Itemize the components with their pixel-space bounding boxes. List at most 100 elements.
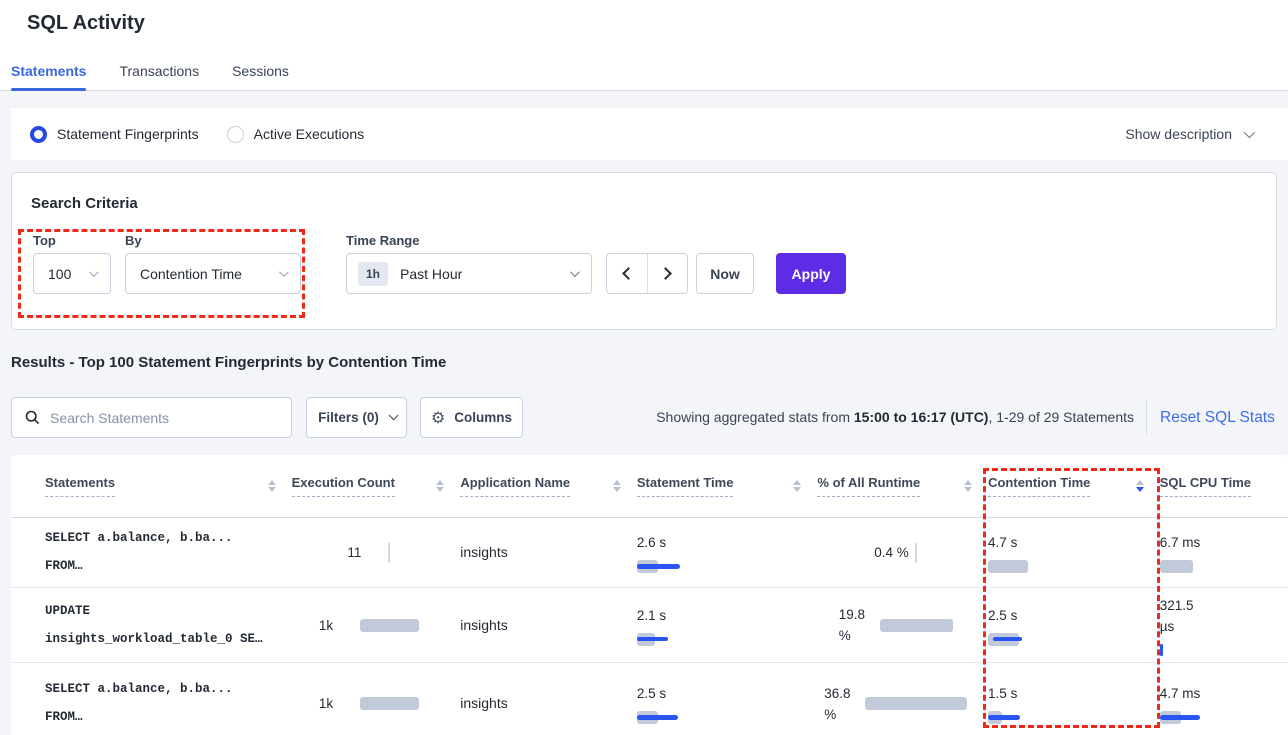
contention-time-value: 1.5 s [988,686,1018,701]
statement-text[interactable]: FROM… [45,559,83,573]
sort-icon[interactable] [267,480,276,492]
statement-time-value: 2.5 s [636,686,667,701]
value-bar [988,632,1023,646]
pct-of-runtime-value: 36.8% [824,685,851,722]
now-button[interactable]: Now [696,253,754,294]
table-row: SELECT a.balance, b.ba... FROM… 1k insights… [11,663,1288,735]
filters-button[interactable]: Filters (0) [306,397,407,438]
columns-label: Columns [454,410,513,425]
apply-button[interactable]: Apply [776,253,846,294]
search-input[interactable] [50,409,291,426]
statement-text[interactable]: insights_workload_table_0 SE… [45,631,263,646]
value-bar-tick [388,542,391,563]
column-label-statement-time[interactable]: Statement Time [636,475,734,497]
by-select[interactable]: Contention Time [125,253,301,294]
column-label-application-name[interactable]: Application Name [460,475,571,497]
column-header-contention-time[interactable]: Contention Time [988,475,1160,497]
column-header-execution-count[interactable]: Execution Count [291,475,461,497]
next-window-button[interactable] [646,254,688,293]
sort-icon[interactable] [964,480,973,492]
by-select-value: Contention Time [140,265,242,282]
application-name-value: insights [460,616,508,633]
column-label-contention-time[interactable]: Contention Time [988,475,1091,497]
column-header-statements[interactable]: Statements [45,475,292,497]
value-bar [359,697,419,710]
top-select-value: 100 [48,265,72,282]
column-label-execution-count[interactable]: Execution Count [291,475,395,497]
search-icon [25,410,40,425]
radio-label-active-executions[interactable]: Active Executions [253,126,365,142]
chevron-right-icon [658,267,672,280]
tab-bar: Statements Transactions Sessions [0,55,1288,91]
columns-button[interactable]: ⚙ Columns [420,397,523,438]
value-bar [636,632,668,646]
statement-text[interactable]: SELECT a.balance, b.ba... [45,682,233,696]
column-label-statements[interactable]: Statements [45,475,116,497]
chevron-down-icon [569,267,580,278]
pct-of-runtime-cell: 36.8% [817,663,988,735]
fingerprint-toggle-band: Statement Fingerprints Active Executions… [11,108,1288,160]
pct-of-runtime-value: 0.4 % [874,545,909,560]
statement-time-value: 2.1 s [636,607,667,623]
contention-time-cell: 2.5 s [988,588,1160,662]
radio-label-statement-fingerprints[interactable]: Statement Fingerprints [57,126,199,142]
column-header-of-all-runtime[interactable]: % of All Runtime [817,475,988,497]
value-bar [865,697,968,710]
value-bar [636,711,678,724]
statement-text[interactable]: SELECT a.balance, b.ba... [45,531,233,545]
column-label-of-all-runtime[interactable]: % of All Runtime [817,475,921,497]
chevron-down-icon [88,267,99,278]
time-range-select[interactable]: 1h Past Hour [346,253,592,294]
time-range-label: Time Range [346,233,420,248]
chevron-down-icon [278,267,289,278]
statement-time-value: 2.6 s [636,535,667,550]
execution-count-value: 11 [347,545,362,560]
radio-active-executions[interactable] [226,125,244,143]
showing-stats-range: 15:00 to 16:17 (UTC) [853,409,989,425]
statements-table: Statements Execution Count Application Nam… [11,455,1288,735]
sort-icon[interactable] [793,480,802,492]
search-criteria-card: Search Criteria Top 100 By Contention Ti… [11,172,1277,330]
time-range-badge: 1h [358,261,389,286]
sort-icon[interactable] [436,480,445,492]
tab-transactions[interactable]: Transactions [119,63,200,79]
sql-cpu-time-value: 321.5 µs [1159,597,1194,634]
column-header-application-name[interactable]: Application Name [460,475,637,497]
tab-sessions[interactable]: Sessions [232,63,289,79]
statement-text[interactable]: UPDATE [45,603,91,618]
radio-statement-fingerprints[interactable] [30,125,47,143]
contention-time-cell: 4.7 s [988,518,1160,587]
column-header-statement-time[interactable]: Statement Time [636,475,818,497]
column-label-sql-cpu-time[interactable]: SQL CPU Time [1159,475,1252,497]
application-name-cell: insights [460,663,637,735]
contention-time-value: 4.7 s [988,535,1018,550]
pct-of-runtime-cell: 0.4 % [817,518,988,587]
value-bar [636,560,680,573]
sort-icon[interactable] [612,480,621,492]
show-description-toggle[interactable]: Show description [1125,108,1256,160]
statement-cell[interactable]: UPDATE insights_workload_table_0 SE… [45,588,292,662]
sort-icon[interactable] [1135,480,1144,492]
pct-of-runtime-cell: 19.8% [817,588,988,662]
reset-sql-stats-link[interactable]: Reset SQL Stats [1160,409,1275,426]
filters-label: Filters (0) [318,410,379,425]
value-bar [988,711,1021,724]
by-label: By [125,233,142,248]
table-body: SELECT a.balance, b.ba... FROM… 11 insights… [11,518,1288,735]
statement-search-box [11,397,292,438]
table-header-row: Statements Execution Count Application Nam… [11,455,1288,518]
top-select[interactable]: 100 [33,253,111,294]
value-bar [1159,711,1200,724]
statement-cell[interactable]: SELECT a.balance, b.ba... FROM… [45,663,292,735]
sql-cpu-time-cell: 6.7 ms [1159,518,1288,587]
application-name-value: insights [460,544,508,560]
tab-statements[interactable]: Statements [11,55,87,91]
value-bar [359,618,419,632]
execution-count-cell: 11 [292,518,461,587]
previous-window-button[interactable] [607,254,647,293]
statement-text[interactable]: FROM… [45,710,83,724]
column-header-sql-cpu-time[interactable]: SQL CPU Time [1159,475,1288,497]
application-name-cell: insights [460,588,637,662]
statement-cell[interactable]: SELECT a.balance, b.ba... FROM… [45,518,292,587]
table-row: UPDATE insights_workload_table_0 SE… 1k ins… [11,588,1288,663]
